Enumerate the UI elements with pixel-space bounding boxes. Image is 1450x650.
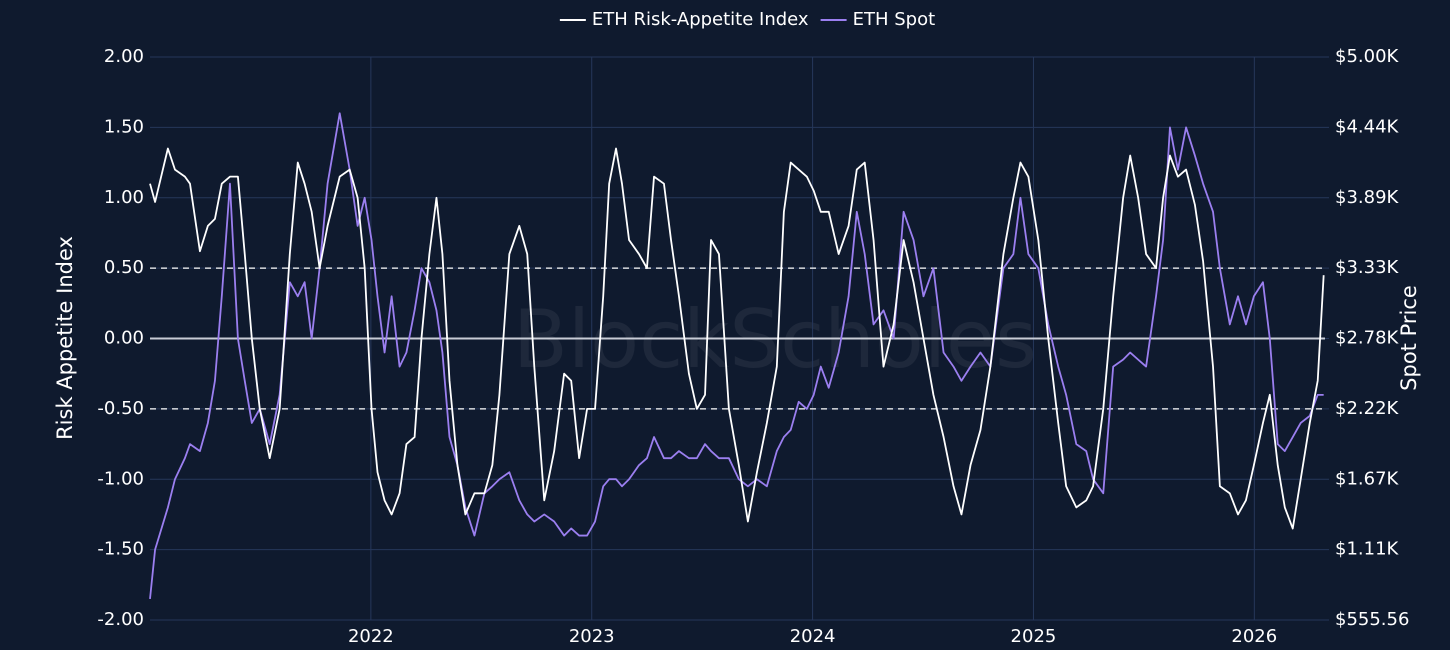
- y2-axis-label: Spot Price: [1397, 285, 1421, 391]
- y2-tick-label: $4.44K: [1335, 116, 1400, 137]
- x-tick-label: 2022: [348, 626, 394, 647]
- y-tick-label: 1.50: [104, 116, 144, 137]
- series-line: [149, 112, 1324, 600]
- y-tick-label: 0.50: [104, 257, 144, 278]
- y2-tick-label: $555.56: [1335, 609, 1409, 630]
- x-tick-label: 2023: [569, 626, 615, 647]
- y-tick-label: -2.00: [97, 609, 144, 630]
- x-tick-label: 2026: [1231, 626, 1277, 647]
- y2-tick-label: $1.11K: [1335, 539, 1400, 560]
- y2-tick-label: $2.78K: [1335, 328, 1400, 349]
- x-tick-label: 2024: [790, 626, 836, 647]
- y-tick-label: -0.50: [97, 398, 144, 419]
- y-tick-label: -1.50: [97, 539, 144, 560]
- y-tick-label: -1.00: [97, 468, 144, 489]
- legend-label: ETH Spot: [853, 9, 936, 30]
- y-tick-label: 0.00: [104, 328, 144, 349]
- y-tick-label: 1.00: [104, 187, 144, 208]
- y-axis-label: Risk Appetite Index: [53, 236, 77, 440]
- x-tick-label: 2025: [1011, 626, 1057, 647]
- y2-tick-label: $1.67K: [1335, 468, 1400, 489]
- legend-label: ETH Risk-Appetite Index: [592, 9, 809, 30]
- y-tick-label: 2.00: [104, 46, 144, 67]
- y2-tick-label: $3.89K: [1335, 187, 1400, 208]
- series-line: [149, 147, 1325, 530]
- y2-tick-label: $2.22K: [1335, 398, 1400, 419]
- y2-tick-label: $3.33K: [1335, 257, 1400, 278]
- y2-tick-label: $5.00K: [1335, 46, 1400, 67]
